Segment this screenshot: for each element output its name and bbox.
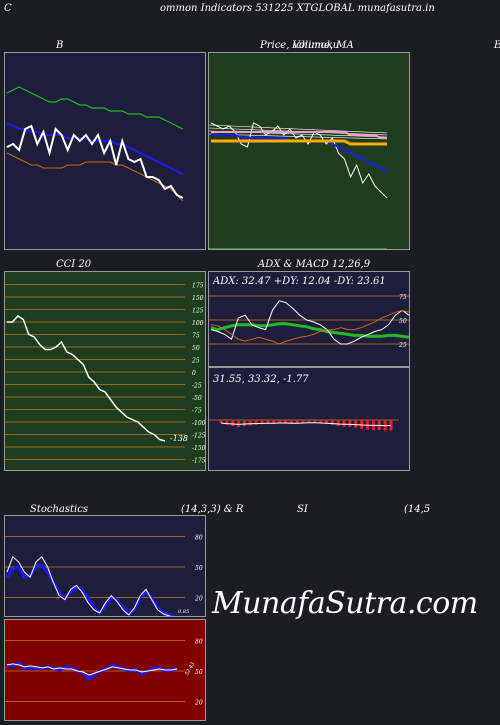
macd-bar bbox=[219, 420, 223, 423]
macd-bar bbox=[330, 420, 334, 425]
header-right: E bbox=[494, 40, 500, 51]
adx-readout: ADX: 32.47 +DY: 12.04 -DY: 23.61 bbox=[213, 276, 386, 287]
bollinger-panel bbox=[4, 52, 206, 250]
tick-label: 125 bbox=[192, 308, 204, 315]
macd-bar bbox=[325, 420, 329, 424]
macd-signal-line bbox=[220, 422, 392, 427]
series-line bbox=[210, 309, 409, 345]
rsi-title: SI bbox=[297, 504, 308, 515]
tick-label: 150 bbox=[192, 295, 204, 302]
price-panel bbox=[208, 52, 410, 250]
tick-label: -25 bbox=[192, 383, 202, 390]
bb-title: B bbox=[56, 40, 64, 51]
series-line bbox=[6, 124, 184, 199]
price-title-overlap: Ichimoku bbox=[292, 40, 340, 51]
tick-label: -100 bbox=[192, 420, 206, 427]
stoch-panel: 80 50 20 0.85 bbox=[4, 515, 206, 617]
cci-panel: 175 150 125 100 75 50 25 0 -25 -50 -75 -100 -125 -150… bbox=[4, 271, 206, 471]
macd-bar bbox=[248, 420, 252, 426]
macd-bar bbox=[389, 420, 393, 431]
tick-label: 75 bbox=[399, 294, 407, 301]
ma-line bbox=[209, 124, 388, 134]
tick-label: 25 bbox=[398, 342, 407, 349]
cci-title: CCI 20 bbox=[56, 259, 92, 270]
macd-bar bbox=[354, 420, 358, 428]
series-line bbox=[211, 131, 387, 139]
watermark: MunafaSutra.com bbox=[212, 586, 478, 621]
tick-label: -150 bbox=[192, 445, 206, 452]
tick-label: 50 bbox=[195, 669, 203, 676]
macd-bar bbox=[266, 420, 270, 424]
stoch-last-label: 0.85 bbox=[178, 609, 189, 615]
tick-label: -75 bbox=[192, 408, 202, 415]
rsi-params: (14,5 bbox=[404, 504, 431, 515]
macd-bar bbox=[231, 420, 235, 426]
tick-label: 50 bbox=[399, 318, 407, 325]
macd-panel: 31.55, 33.32, -1.77 bbox=[208, 367, 410, 471]
macd-bar bbox=[336, 420, 340, 426]
price-chart bbox=[209, 122, 388, 249]
cci-last-label: -138 bbox=[170, 434, 188, 443]
series-line bbox=[210, 300, 409, 345]
macd-bar bbox=[278, 420, 282, 423]
macd-bar bbox=[301, 420, 305, 423]
adx-chart: 75 50 25 bbox=[209, 294, 409, 349]
series-line bbox=[211, 139, 387, 146]
macd-bar bbox=[283, 420, 287, 423]
tick-label: 0 bbox=[192, 370, 196, 377]
series-line bbox=[5, 563, 176, 616]
macd-bar bbox=[272, 420, 276, 424]
macd-bar bbox=[307, 420, 311, 423]
series-line bbox=[7, 315, 166, 442]
tick-label: 25 bbox=[191, 358, 200, 365]
series-line bbox=[6, 663, 178, 676]
macd-bar bbox=[313, 420, 317, 423]
macd-bar bbox=[242, 420, 246, 426]
rsi-panel: 80 50 20 52.43 bbox=[4, 619, 206, 721]
header-title: ommon Indicators 531225 XTGLOBAL munafas… bbox=[160, 3, 435, 14]
series-line bbox=[6, 152, 184, 202]
tick-label: 80 bbox=[195, 534, 203, 541]
tick-label: 75 bbox=[192, 333, 200, 340]
tick-label: -50 bbox=[192, 395, 202, 402]
stoch-params: (14,3,3) & R bbox=[181, 504, 244, 515]
tick-label: 175 bbox=[192, 283, 204, 290]
series-line bbox=[210, 322, 409, 339]
tick-label: 80 bbox=[195, 638, 203, 645]
price-title: Price, Volume, MA bbox=[260, 40, 354, 51]
stoch-chart: 80 50 20 0.85 bbox=[5, 534, 203, 616]
macd-bar bbox=[319, 420, 323, 423]
macd-readout: 31.55, 33.32, -1.77 bbox=[213, 374, 309, 385]
adx-panel: 75 50 25 ADX: 32.47 +DY: 12.04 -DY: 23.61 bbox=[208, 271, 410, 367]
tick-label: 100 bbox=[192, 320, 204, 327]
macd-bar bbox=[260, 420, 264, 425]
tick-label: -175 bbox=[192, 458, 206, 465]
tick-label: 50 bbox=[195, 565, 203, 572]
bollinger-chart bbox=[6, 86, 184, 202]
macd-bar bbox=[342, 420, 346, 427]
tick-label: 20 bbox=[194, 700, 203, 707]
macd-bar bbox=[348, 420, 352, 428]
macd-bar bbox=[295, 420, 299, 424]
header-left: C bbox=[4, 3, 12, 14]
macd-bar bbox=[225, 420, 229, 425]
adx-title: ADX & MACD 12,26,9 bbox=[258, 259, 371, 270]
macd-bar bbox=[254, 420, 258, 425]
series-line bbox=[6, 555, 173, 616]
macd-bar bbox=[237, 420, 241, 428]
series-line bbox=[6, 86, 184, 130]
macd-bar bbox=[289, 420, 293, 424]
macd-chart bbox=[209, 419, 399, 431]
tick-label: -125 bbox=[192, 433, 206, 440]
stoch-title: Stochastics bbox=[30, 504, 88, 515]
cci-chart: 175 150 125 100 75 50 25 0 -25 -50 -75 -100 -125 -150… bbox=[5, 283, 206, 465]
tick-label: 20 bbox=[194, 596, 203, 603]
tick-label: 50 bbox=[192, 345, 200, 352]
